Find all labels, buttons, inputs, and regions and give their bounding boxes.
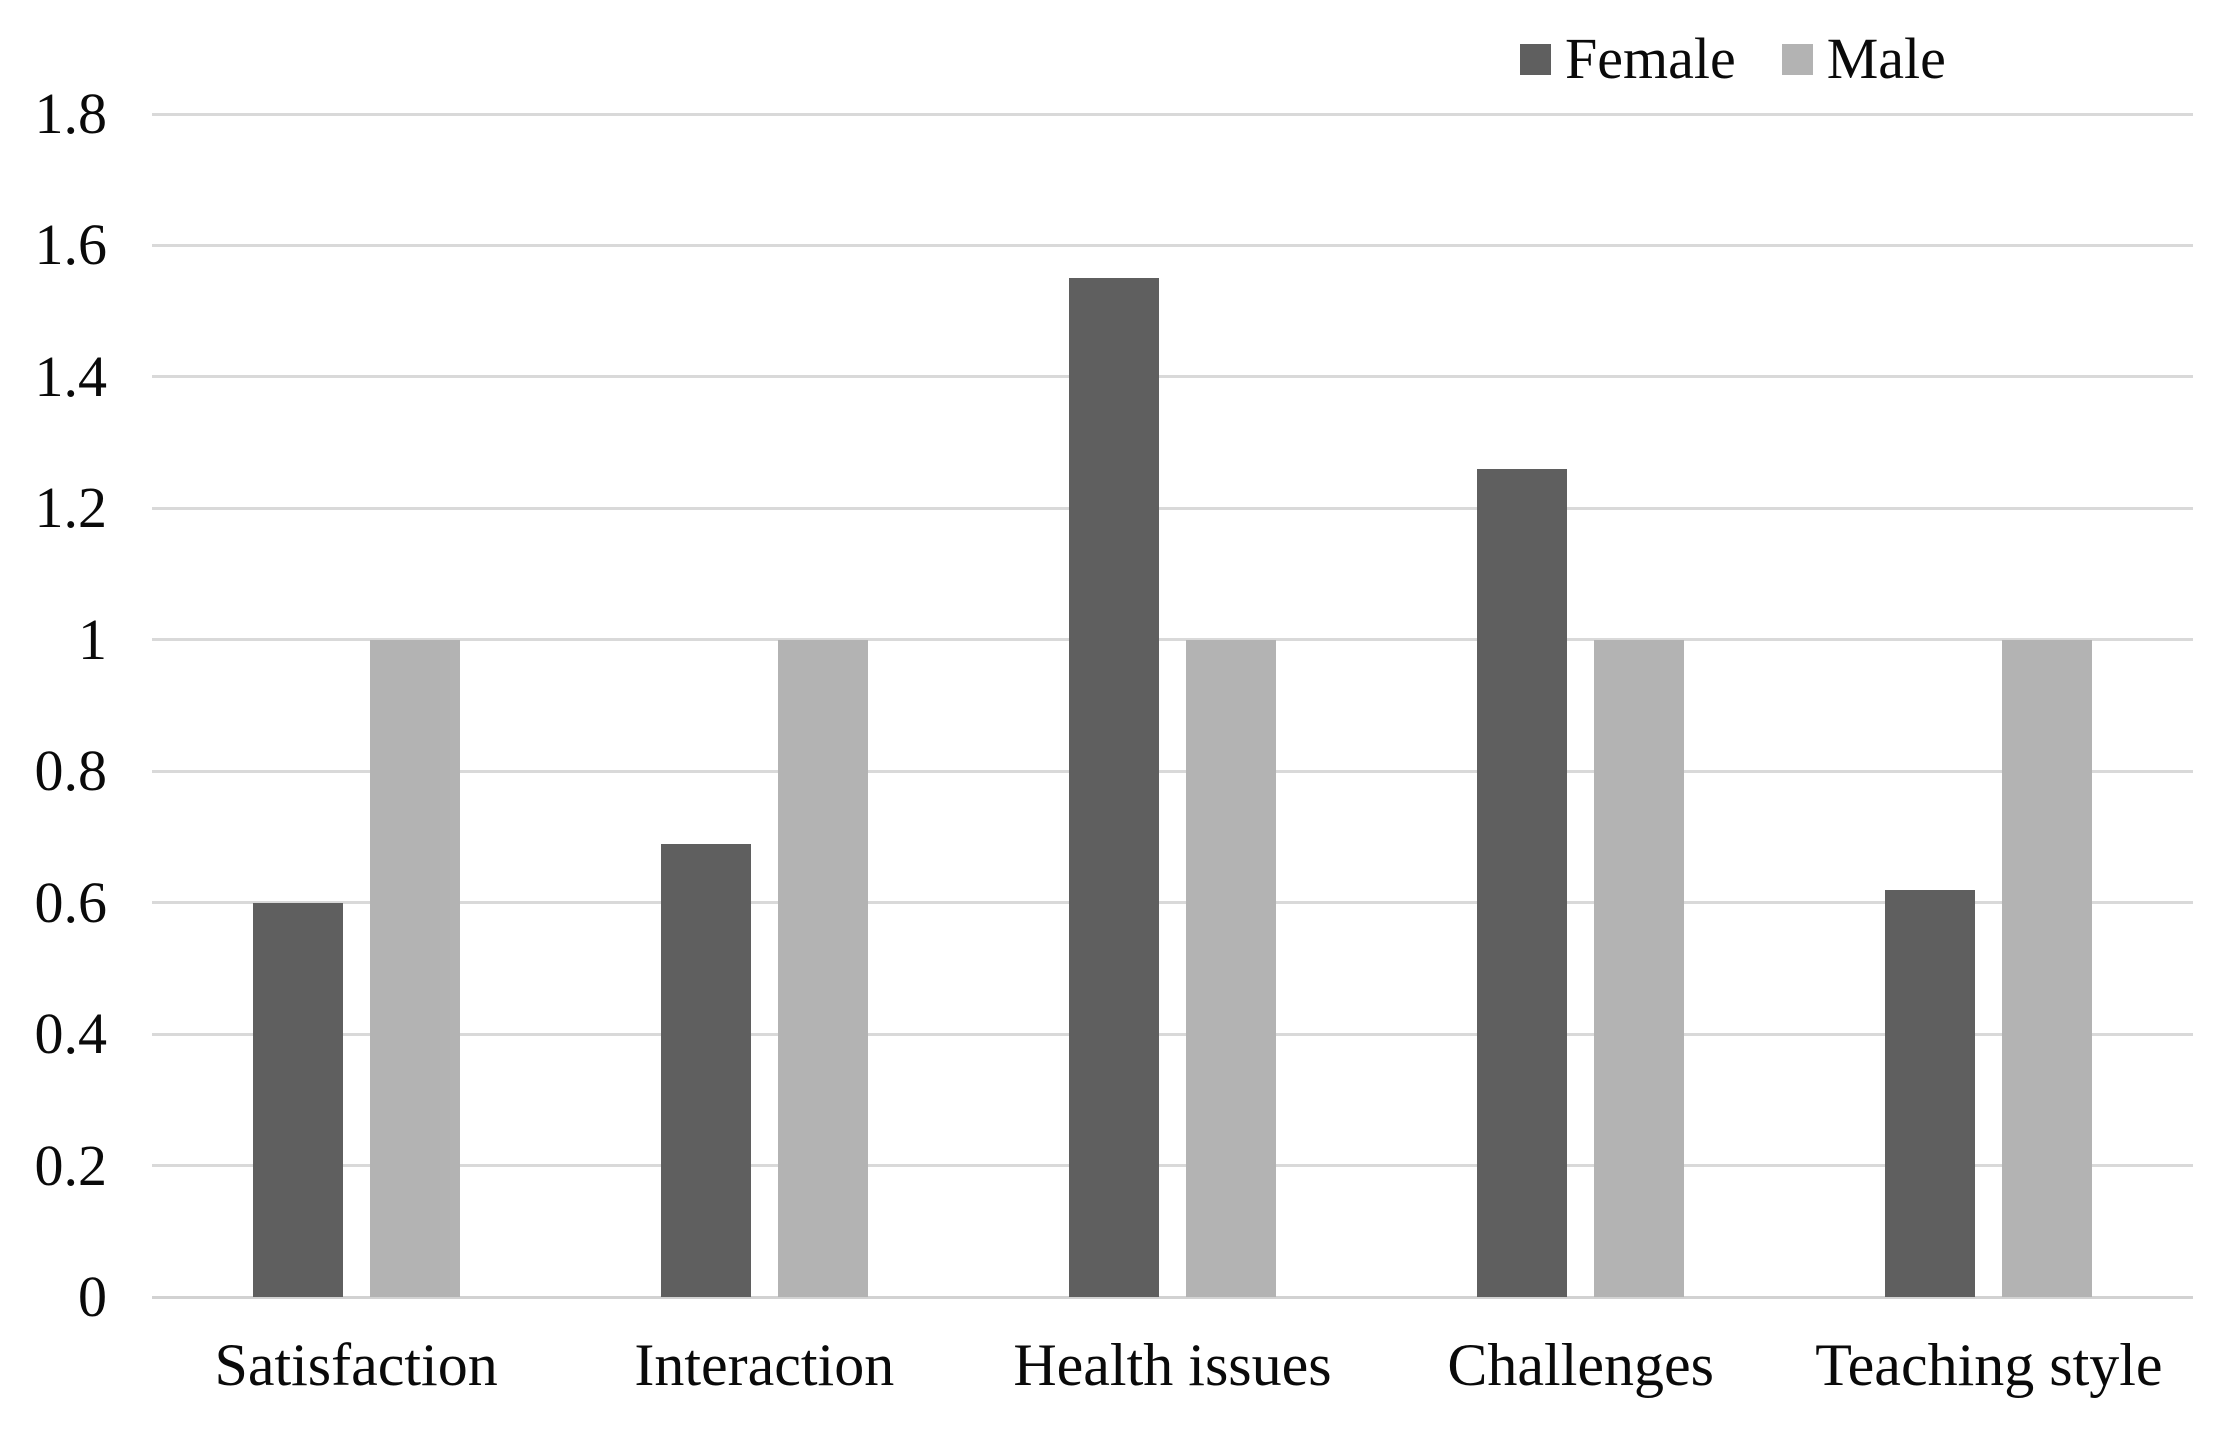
bar-male-health-issues — [1186, 639, 1276, 1297]
gridline-1 — [152, 638, 2193, 642]
y-tick-1.8: 1.8 — [34, 81, 108, 146]
gridline-0.8 — [152, 769, 2193, 773]
gridline-1.6 — [152, 243, 2193, 247]
y-tick-0: 0 — [78, 1264, 107, 1329]
x-label-challenges: Challenges — [1447, 1332, 1714, 1398]
legend-label-female: Female — [1565, 26, 1736, 91]
y-tick-0.2: 0.2 — [34, 1132, 108, 1198]
y-tick-1.2: 1.2 — [34, 475, 108, 541]
bar-male-challenges — [1594, 639, 1685, 1297]
legend-item-male: Male — [1781, 26, 1946, 91]
bar-male-interaction — [777, 639, 868, 1297]
y-tick-1.4: 1.4 — [34, 343, 108, 409]
gridline-1.8 — [152, 112, 2193, 116]
gridline-1.4 — [152, 375, 2193, 379]
x-label-interaction: Interaction — [634, 1332, 895, 1398]
bar-female-health-issues — [1069, 278, 1159, 1297]
bar-male-teaching-style — [2002, 639, 2093, 1297]
bar-female-satisfaction — [252, 902, 343, 1297]
bar-female-challenges — [1477, 468, 1568, 1297]
legend-label-male: Male — [1826, 26, 1946, 91]
gridline-1.2 — [152, 506, 2193, 510]
y-tick-1: 1 — [78, 606, 107, 672]
bar-female-interaction — [660, 843, 751, 1297]
x-axis-line — [152, 1295, 2193, 1299]
female-swatch-icon — [1520, 43, 1551, 75]
x-label-health-issues: Health issues — [1013, 1332, 1332, 1398]
x-label-satisfaction: Satisfaction — [214, 1332, 498, 1398]
y-tick-1.6: 1.6 — [34, 212, 108, 278]
gridline-0.2 — [152, 1164, 2193, 1168]
male-swatch-icon — [1781, 43, 1813, 75]
y-tick-0.6: 0.6 — [34, 869, 108, 935]
y-tick-0.4: 0.4 — [34, 1001, 108, 1067]
legend-item-female: Female — [1520, 30, 1736, 88]
x-label-teaching-style: Teaching style — [1815, 1332, 2163, 1398]
gridline-0.4 — [152, 1032, 2193, 1036]
gridline-0.6 — [152, 901, 2193, 905]
bar-female-teaching-style — [1885, 889, 1976, 1297]
legend: Female Male — [1520, 30, 1946, 88]
bar-male-satisfaction — [369, 639, 460, 1297]
y-tick-0.8: 0.8 — [34, 738, 108, 804]
